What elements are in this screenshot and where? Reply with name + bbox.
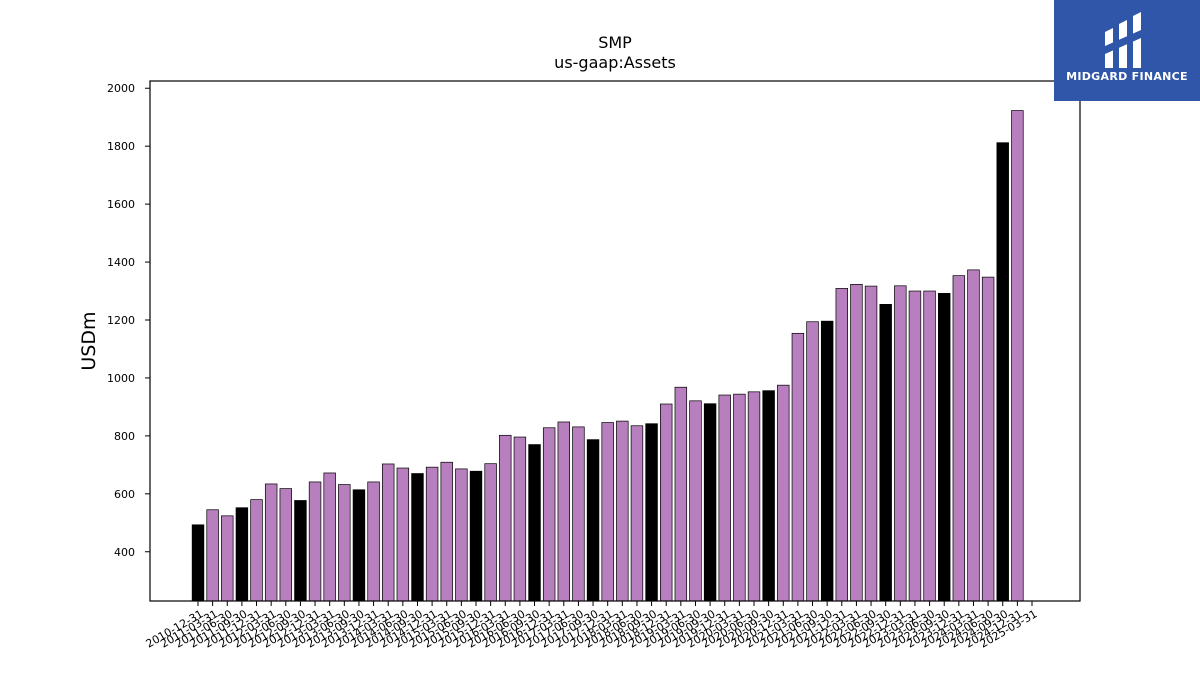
bar-2013-03-31 (323, 472, 336, 602)
y-tick-label-1800: 1800 (107, 140, 135, 153)
bar-2016-03-31 (499, 434, 512, 602)
bar-2022-12-31 (894, 285, 907, 602)
bar-2023-12-31 (952, 275, 966, 602)
bar-2018-06-30 (630, 425, 644, 602)
bar-2021-12-31 (835, 288, 849, 602)
logo-wordmark: MIDGARD FINANCE (1066, 70, 1188, 83)
bar-2016-09-30 (528, 444, 541, 602)
y-axis-label: USDm (78, 311, 100, 370)
chart-title: SMP (598, 33, 632, 52)
bar-2024-12-31 (1011, 110, 1024, 602)
bar-2020-06-30 (747, 391, 761, 602)
midgard-finance-logo: MIDGARD FINANCE (1054, 0, 1200, 101)
bar-2013-09-30 (352, 489, 366, 602)
y-tick-label-1000: 1000 (107, 372, 135, 385)
bar-2015-03-31 (440, 461, 453, 602)
bar-2010-12-31 (191, 524, 205, 602)
bar-2022-03-31 (850, 284, 863, 602)
bar-2017-03-31 (557, 421, 571, 602)
y-tick-label-2000: 2000 (107, 82, 135, 95)
bar-2018-12-31 (660, 403, 673, 602)
bar-2011-09-30 (235, 507, 249, 602)
bar-2011-06-30 (221, 515, 234, 602)
bar-2021-03-31 (791, 332, 805, 602)
bar-2014-09-30 (411, 473, 424, 602)
bar-2019-06-30 (689, 400, 702, 602)
bar-2011-12-31 (250, 499, 263, 602)
bar-2013-12-31 (367, 481, 380, 602)
bar-2017-06-30 (572, 426, 585, 602)
bar-2023-06-30 (923, 290, 936, 602)
bar-2014-12-31 (425, 466, 439, 602)
bar-2022-09-30 (879, 304, 892, 602)
bar-2016-06-30 (513, 436, 527, 602)
bar-2024-09-30 (996, 142, 1009, 602)
bar-2018-09-30 (645, 423, 658, 602)
plot-frame (149, 80, 1081, 602)
bar-2023-03-31 (908, 290, 922, 602)
bar-2023-09-30 (938, 293, 951, 602)
bar-2016-12-31 (542, 427, 556, 602)
y-tick-label-400: 400 (114, 546, 135, 559)
bar-2019-03-31 (674, 386, 688, 602)
bar-2019-12-31 (718, 394, 731, 602)
bar-2021-09-30 (820, 320, 834, 602)
bar-2014-06-30 (396, 467, 410, 602)
bar-2024-03-31 (967, 269, 980, 602)
y-tick-label-1200: 1200 (107, 314, 135, 327)
bar-2017-09-30 (586, 439, 600, 602)
bar-2017-12-31 (601, 422, 614, 602)
bar-2022-06-30 (864, 285, 878, 602)
bar-2024-06-30 (981, 276, 995, 602)
bar-2011-03-31 (206, 509, 219, 602)
bars-layer (191, 110, 1024, 602)
bar-2015-09-30 (469, 470, 483, 602)
bar-2019-09-30 (703, 403, 717, 602)
bar-2012-03-31 (264, 483, 278, 602)
bar-2015-06-30 (455, 468, 468, 602)
bar-2012-09-30 (294, 500, 307, 602)
bar-2012-06-30 (279, 488, 293, 602)
bar-2014-03-31 (382, 463, 395, 602)
bar-2021-06-30 (806, 321, 819, 602)
bar-2018-03-31 (616, 420, 629, 602)
y-tick-label-600: 600 (114, 488, 135, 501)
logo-mark-icon (1105, 12, 1141, 68)
bar-2020-03-31 (733, 393, 746, 602)
bar-2020-12-31 (777, 384, 790, 602)
bar-2020-09-30 (762, 390, 775, 602)
bar-2013-06-30 (338, 484, 351, 602)
chart-subtitle: us-gaap:Assets (554, 53, 676, 72)
y-tick-label-1600: 1600 (107, 198, 135, 211)
bar-2015-12-31 (484, 463, 497, 602)
y-axis: 400 600 800 1000 1200 1400 1600 1800 2000 (107, 82, 150, 559)
y-tick-label-1400: 1400 (107, 256, 135, 269)
y-tick-label-800: 800 (114, 430, 135, 443)
x-axis: 2010-12-312011-03-312011-06-302011-09-30… (144, 601, 1040, 651)
bar-2012-12-31 (308, 481, 322, 602)
